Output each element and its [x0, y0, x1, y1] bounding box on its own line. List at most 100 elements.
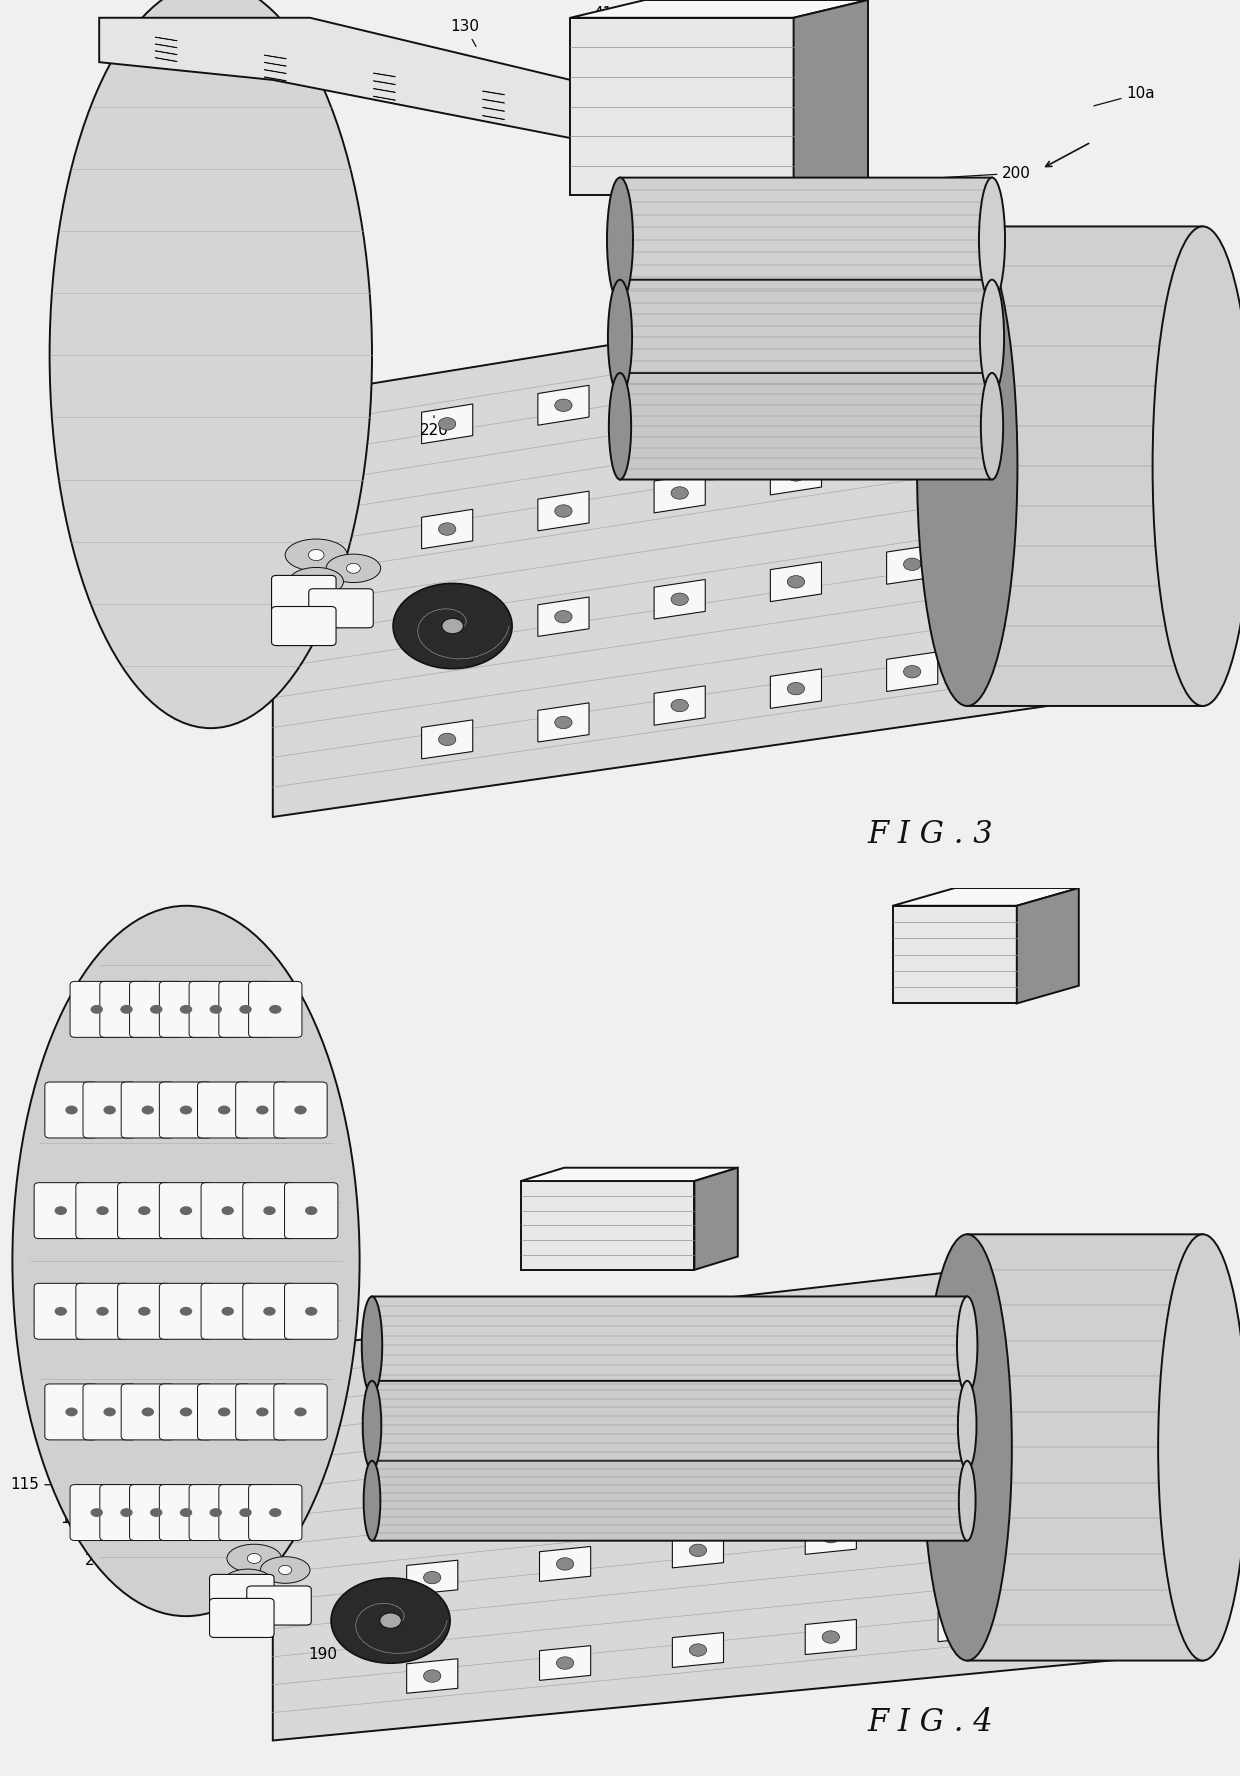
Text: 230: 230: [84, 1540, 208, 1554]
Polygon shape: [373, 96, 396, 101]
FancyBboxPatch shape: [197, 1082, 250, 1138]
Polygon shape: [655, 579, 706, 620]
Polygon shape: [521, 1181, 694, 1270]
Circle shape: [787, 575, 805, 588]
Polygon shape: [155, 37, 177, 41]
Text: 410: 410: [573, 5, 622, 34]
Text: 200: 200: [684, 1396, 759, 1415]
FancyBboxPatch shape: [372, 1296, 967, 1394]
Polygon shape: [538, 492, 589, 531]
Polygon shape: [155, 57, 177, 62]
FancyBboxPatch shape: [35, 1183, 88, 1238]
Circle shape: [239, 1005, 252, 1014]
Ellipse shape: [362, 1382, 382, 1471]
FancyBboxPatch shape: [284, 1183, 337, 1238]
FancyBboxPatch shape: [188, 982, 242, 1037]
Circle shape: [103, 1105, 115, 1115]
FancyBboxPatch shape: [620, 373, 992, 480]
Circle shape: [822, 1531, 839, 1543]
Circle shape: [1019, 648, 1037, 661]
FancyBboxPatch shape: [197, 1384, 250, 1440]
Circle shape: [671, 593, 688, 606]
Circle shape: [138, 1307, 150, 1316]
Polygon shape: [538, 597, 589, 636]
Circle shape: [55, 1206, 67, 1215]
Circle shape: [439, 733, 456, 746]
FancyBboxPatch shape: [243, 1183, 296, 1238]
Circle shape: [269, 1005, 281, 1014]
FancyBboxPatch shape: [620, 281, 992, 396]
Circle shape: [787, 682, 805, 694]
Text: F I G . 4: F I G . 4: [867, 1707, 993, 1739]
Circle shape: [141, 1408, 154, 1417]
Circle shape: [1136, 632, 1153, 645]
Polygon shape: [1120, 291, 1171, 332]
Circle shape: [439, 417, 456, 430]
Ellipse shape: [923, 1234, 1012, 1661]
Polygon shape: [407, 1362, 458, 1398]
Polygon shape: [672, 1533, 723, 1568]
Ellipse shape: [227, 1545, 281, 1574]
Polygon shape: [521, 1169, 738, 1181]
Circle shape: [120, 1508, 133, 1517]
Polygon shape: [770, 670, 821, 709]
FancyBboxPatch shape: [967, 227, 1203, 705]
Text: 240: 240: [84, 1552, 208, 1568]
FancyBboxPatch shape: [201, 1183, 254, 1238]
Circle shape: [66, 1105, 78, 1115]
Polygon shape: [373, 89, 396, 92]
FancyBboxPatch shape: [284, 1284, 337, 1339]
Polygon shape: [264, 69, 286, 73]
Polygon shape: [539, 1447, 590, 1483]
Polygon shape: [407, 1462, 458, 1497]
Polygon shape: [672, 1632, 723, 1668]
Circle shape: [180, 1005, 192, 1014]
Circle shape: [557, 1360, 574, 1373]
Circle shape: [554, 504, 572, 517]
Circle shape: [822, 1430, 839, 1442]
Polygon shape: [422, 403, 472, 444]
Polygon shape: [482, 99, 505, 103]
Ellipse shape: [326, 554, 381, 583]
Circle shape: [331, 1579, 450, 1662]
FancyBboxPatch shape: [122, 1384, 175, 1440]
Circle shape: [379, 1613, 402, 1629]
Circle shape: [904, 343, 921, 355]
Text: 10b: 10b: [1118, 1426, 1180, 1447]
FancyBboxPatch shape: [122, 1082, 175, 1138]
FancyBboxPatch shape: [118, 1284, 171, 1339]
Circle shape: [689, 1543, 707, 1556]
Polygon shape: [887, 543, 937, 584]
Circle shape: [424, 1472, 441, 1485]
Circle shape: [91, 1005, 103, 1014]
FancyBboxPatch shape: [210, 1598, 274, 1637]
FancyBboxPatch shape: [83, 1384, 136, 1440]
Polygon shape: [273, 1243, 1203, 1740]
Circle shape: [671, 487, 688, 499]
Circle shape: [97, 1206, 109, 1215]
Ellipse shape: [1158, 1234, 1240, 1661]
FancyBboxPatch shape: [76, 1183, 129, 1238]
Circle shape: [1136, 524, 1153, 536]
Polygon shape: [482, 115, 505, 119]
Circle shape: [138, 1206, 150, 1215]
Circle shape: [55, 1307, 67, 1316]
Polygon shape: [770, 348, 821, 389]
Text: 110: 110: [60, 1511, 171, 1526]
Polygon shape: [155, 52, 177, 55]
FancyBboxPatch shape: [248, 982, 301, 1037]
FancyBboxPatch shape: [159, 1082, 213, 1138]
Polygon shape: [1071, 1288, 1122, 1325]
Text: 115: 115: [84, 233, 221, 247]
Circle shape: [554, 611, 572, 623]
Polygon shape: [422, 614, 472, 654]
FancyBboxPatch shape: [272, 607, 336, 646]
Text: 240: 240: [159, 369, 295, 385]
Circle shape: [689, 1444, 707, 1456]
Polygon shape: [1003, 634, 1054, 675]
Ellipse shape: [223, 1570, 273, 1595]
Circle shape: [393, 584, 512, 670]
FancyBboxPatch shape: [71, 1485, 124, 1540]
Polygon shape: [694, 1169, 738, 1270]
Ellipse shape: [608, 178, 632, 302]
